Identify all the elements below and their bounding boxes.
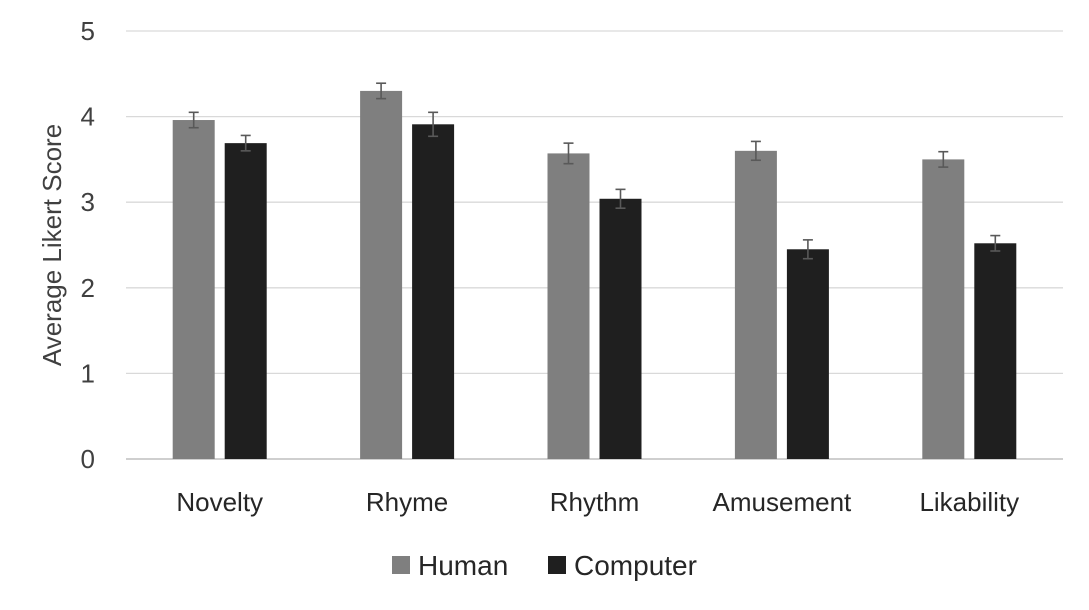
bar-computer-amusement: [786, 249, 829, 459]
legend-item-computer: Computer: [548, 550, 697, 581]
x-category-label: Novelty: [176, 487, 263, 517]
legend-item-human: Human: [392, 550, 508, 581]
x-category-label: Amusement: [713, 487, 852, 517]
error-bar: [188, 111, 199, 129]
y-tick-label: 4: [81, 102, 95, 132]
error-bar: [376, 82, 387, 100]
error-bar: [615, 188, 626, 209]
bar-human-novelty: [172, 120, 215, 460]
bar-computer-likability: [974, 243, 1017, 459]
x-axis-categories: Novelty Rhyme Rhythm Amusement Likability: [176, 487, 1019, 517]
error-bars: [188, 82, 1001, 260]
bar-human-amusement: [734, 150, 777, 459]
error-bar: [802, 239, 813, 260]
y-axis-title: Average Likert Score: [37, 124, 67, 366]
legend-label: Computer: [574, 550, 697, 581]
error-bar: [563, 142, 574, 165]
bars: [172, 90, 1017, 460]
gridlines: [126, 30, 1063, 460]
error-bar: [428, 111, 439, 138]
bar-human-rhyme: [360, 90, 403, 460]
bar-computer-rhythm: [599, 198, 642, 459]
bar-computer-novelty: [224, 143, 267, 460]
y-tick-label: 2: [81, 273, 95, 303]
x-category-label: Likability: [919, 487, 1019, 517]
error-bar: [240, 134, 251, 152]
y-tick-label: 0: [81, 444, 95, 474]
x-category-label: Rhythm: [550, 487, 640, 517]
bar-computer-rhyme: [412, 124, 455, 459]
error-bar: [938, 150, 949, 168]
y-tick-label: 5: [81, 16, 95, 46]
bar-human-rhythm: [547, 153, 590, 459]
legend-swatch: [392, 556, 410, 574]
legend-label: Human: [418, 550, 508, 581]
legend-swatch: [548, 556, 566, 574]
y-axis-ticks: 0 1 2 3 4 5: [81, 16, 95, 474]
legend: Human Computer: [392, 550, 697, 581]
x-category-label: Rhyme: [366, 487, 448, 517]
y-tick-label: 3: [81, 187, 95, 217]
y-tick-label: 1: [81, 358, 95, 388]
error-bar: [990, 234, 1001, 252]
bar-human-likability: [922, 159, 965, 459]
error-bar: [750, 140, 761, 162]
